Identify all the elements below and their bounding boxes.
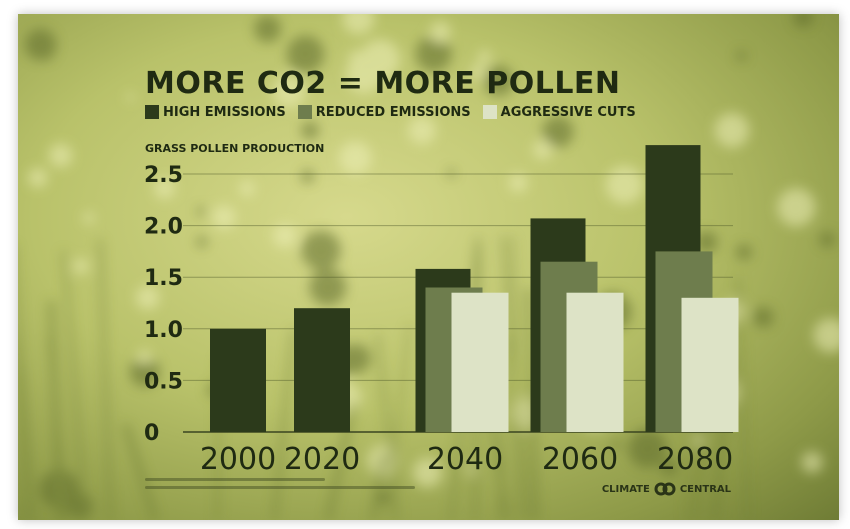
legend-label: HIGH EMISSIONS <box>163 104 286 120</box>
chart-title: MORE CO2 = MORE POLLEN <box>145 66 621 101</box>
legend-item: HIGH EMISSIONS <box>145 105 286 120</box>
x-tick-label: 2040 <box>427 442 503 477</box>
legend-swatch <box>482 105 497 119</box>
bar-chart: 0 0.5 1.0 1.5 2.0 2.5 2000 2020 2040 2060 2080 <box>144 145 739 477</box>
x-tick-label: 2060 <box>542 442 618 477</box>
y-tick-label: 2.0 <box>144 215 183 240</box>
x-tick-label: 2080 <box>657 442 733 477</box>
legend-swatch <box>145 105 159 119</box>
y-tick-label: 0.5 <box>144 369 183 394</box>
y-tick-label: 0 <box>144 421 159 446</box>
climate-central-credit: CLIMATE CENTRAL <box>602 482 731 496</box>
bar-aggressive-cuts-2040 <box>451 292 509 432</box>
source-footnote <box>145 478 425 494</box>
legend-item: AGGRESSIVE CUTS <box>482 104 636 120</box>
legend-label: AGGRESSIVE CUTS <box>500 104 636 120</box>
y-axis-label: GRASS POLLEN PRODUCTION <box>145 142 325 155</box>
climate-central-logo-icon <box>654 482 676 496</box>
y-tick-label: 1.5 <box>144 266 183 291</box>
y-tick-label: 2.5 <box>144 163 183 188</box>
credit-left-text: CLIMATE <box>601 483 650 495</box>
bar-aggressive-cuts-2080 <box>681 297 739 432</box>
x-tick-label: 2000 <box>200 442 276 477</box>
x-tick-label: 2020 <box>284 442 360 477</box>
legend-item: REDUCED EMISSIONS <box>297 104 471 120</box>
legend-swatch <box>297 105 312 119</box>
infographic-frame: MORE CO2 = MORE POLLEN HIGH EMISSIONS RED… <box>18 14 839 520</box>
chart-legend: HIGH EMISSIONS REDUCED EMISSIONS AGGRESSIV… <box>145 102 648 122</box>
legend-label: REDUCED EMISSIONS <box>315 104 471 120</box>
y-tick-label: 1.0 <box>144 318 183 343</box>
bar-aggressive-cuts-2060 <box>566 292 624 432</box>
bar-high-emissions-2000 <box>210 328 266 432</box>
bar-high-emissions-2020 <box>294 308 350 432</box>
credit-right-text: CENTRAL <box>679 483 731 495</box>
